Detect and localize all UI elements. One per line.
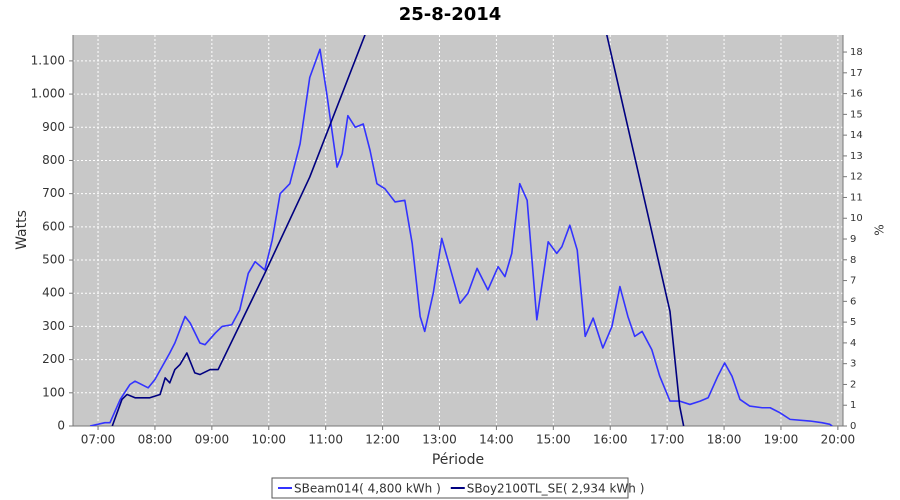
x-tick-label: 15:00: [536, 433, 571, 447]
y2-tick-label: 9: [850, 234, 856, 245]
y-tick-label: 200: [42, 352, 65, 366]
x-tick-label: 07:00: [81, 433, 116, 447]
y-tick-label: 1.100: [31, 53, 65, 67]
x-tick-label: 12:00: [365, 433, 400, 447]
y2-tick-label: 17: [850, 68, 863, 79]
y-tick-label: 500: [42, 253, 65, 267]
y-tick-label: 0: [57, 419, 65, 433]
y-tick-label: 1.000: [31, 87, 65, 101]
y-tick-label: 900: [42, 120, 65, 134]
plot-area: [73, 35, 843, 426]
y2-tick-label: 1: [850, 400, 856, 411]
y2-axis-label: %: [873, 224, 887, 235]
y2-tick-label: 12: [850, 172, 863, 183]
series-line: [89, 48, 833, 426]
x-tick-label: 08:00: [138, 433, 173, 447]
y2-tick-label: 7: [850, 276, 856, 287]
y2-tick-label: 13: [850, 151, 863, 162]
x-tick-label: 11:00: [308, 433, 343, 447]
series-group: [89, 35, 833, 426]
y2-tick-label: 8: [850, 255, 856, 266]
x-tick-label: 09:00: [195, 433, 230, 447]
y2-tick-label: 3: [850, 359, 856, 370]
y2-tick-label: 15: [850, 109, 863, 120]
y-axis-label: Watts: [14, 210, 30, 250]
y2-tick-label: 11: [850, 192, 863, 203]
y2-tick-label: 16: [850, 89, 863, 100]
y-tick-label: 400: [42, 286, 65, 300]
legend-label: SBoy2100TL_SE( 2,934 kWh ): [467, 482, 645, 496]
x-tick-label: 19:00: [764, 433, 799, 447]
y2-tick-label: 10: [850, 213, 863, 224]
x-tick-label: 20:00: [821, 433, 856, 447]
y2-tick-label: 6: [850, 296, 856, 307]
y-tick-label: 300: [42, 319, 65, 333]
x-tick-label: 16:00: [593, 433, 628, 447]
y2-tick-label: 2: [850, 379, 856, 390]
x-tick-label: 18:00: [707, 433, 742, 447]
y-tick-label: 700: [42, 186, 65, 200]
y-tick-label: 800: [42, 153, 65, 167]
x-tick-label: 17:00: [650, 433, 685, 447]
series-line: [111, 35, 685, 426]
x-tick-label: 13:00: [422, 433, 457, 447]
x-tick-label: 14:00: [479, 433, 514, 447]
y2-tick-label: 18: [850, 47, 863, 58]
y-tick-label: 600: [42, 219, 65, 233]
x-tick-label: 10:00: [251, 433, 286, 447]
y2-tick-label: 14: [850, 130, 863, 141]
x-axis-label: Période: [432, 452, 484, 468]
legend-box: [271, 477, 629, 499]
y2-tick-label: 5: [850, 317, 856, 328]
chart-title: 25-8-2014: [399, 4, 502, 25]
legend-label: SBeam014( 4,800 kWh ): [294, 482, 441, 496]
y-tick-label: 100: [42, 385, 65, 399]
y2-tick-label: 0: [850, 421, 856, 432]
y2-tick-label: 4: [850, 338, 856, 349]
